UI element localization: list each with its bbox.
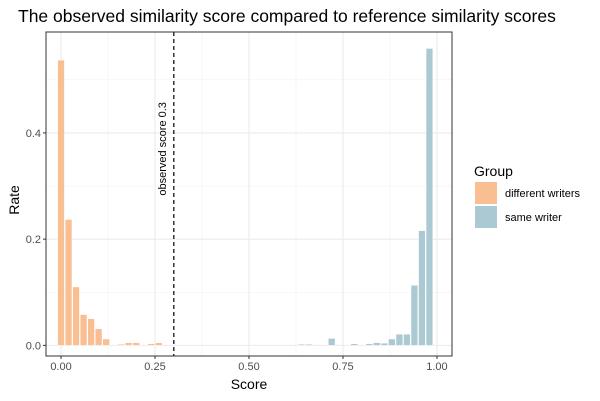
y-tick-label: 0.2: [26, 234, 41, 246]
legend-title: Group: [474, 163, 513, 179]
bar-different-writers: [155, 342, 163, 346]
bar-different-writers: [102, 338, 110, 346]
bar-same-writer: [418, 230, 426, 346]
bar-different-writers: [72, 286, 80, 346]
bar-same-writer: [403, 334, 411, 346]
observed-score-annotation: observed score 0.3: [157, 32, 175, 356]
bar-different-writers: [57, 59, 65, 346]
legend: Group different writers same writer: [474, 163, 580, 228]
legend-label-different-writers: different writers: [505, 188, 580, 200]
y-axis-title: Rate: [6, 185, 22, 215]
x-tick-label: 0.00: [50, 361, 71, 373]
legend-key-same-writer: [475, 206, 497, 228]
chart-title: The observed similarity score compared t…: [18, 6, 556, 26]
bar-same-writer: [305, 344, 313, 346]
bar-different-writers: [125, 342, 133, 346]
axes: 0.00 0.25 0.50 0.75 1.00 0.0 0.2 0.4: [26, 31, 453, 373]
bar-different-writers: [132, 342, 140, 346]
bar-same-writer: [395, 334, 403, 346]
observed-score-label: observed score 0.3: [157, 102, 169, 196]
y-tick-label: 0.4: [26, 128, 41, 140]
bar-same-writer: [380, 343, 388, 346]
bar-same-writer: [328, 338, 336, 346]
histogram-bars: [57, 48, 434, 346]
bar-same-writer: [425, 48, 434, 346]
x-tick-label: 0.75: [332, 361, 353, 373]
legend-label-same-writer: same writer: [505, 212, 562, 224]
legend-key-different-writers: [475, 182, 497, 204]
bar-different-writers: [147, 343, 155, 346]
x-tick-label: 1.00: [426, 361, 447, 373]
bar-different-writers: [64, 219, 73, 346]
bar-same-writer: [388, 338, 396, 346]
x-tick-label: 0.25: [144, 361, 165, 373]
bar-same-writer: [298, 344, 306, 346]
bar-different-writers: [80, 314, 88, 346]
bar-different-writers: [87, 318, 95, 346]
bar-same-writer: [350, 343, 358, 346]
x-axis-title: Score: [231, 376, 268, 392]
bar-different-writers: [95, 328, 103, 346]
bar-different-writers: [117, 344, 125, 346]
bar-same-writer: [365, 343, 373, 346]
x-tick-label: 0.50: [238, 361, 259, 373]
bar-same-writer: [410, 285, 418, 346]
bar-same-writer: [373, 342, 381, 346]
y-tick-label: 0.0: [26, 340, 41, 352]
